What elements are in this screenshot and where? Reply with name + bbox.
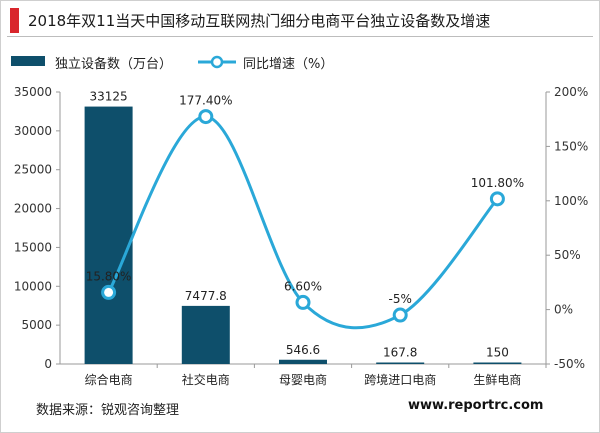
title-accent-bar	[10, 8, 19, 33]
bar	[376, 362, 425, 364]
left-axis-tick-label: 25000	[14, 163, 52, 177]
legend-line-swatch	[198, 55, 236, 69]
right-axis-tick-label: 100%	[554, 194, 588, 208]
growth-point	[295, 294, 311, 310]
title-divider	[7, 36, 593, 37]
left-axis-tick-label: 20000	[14, 202, 52, 216]
bar-value-label: 150	[486, 346, 509, 360]
x-axis-tick-label: 母婴电商	[279, 372, 327, 387]
left-axis-tick-label: 35000	[14, 85, 52, 99]
bar-value-label: 546.6	[286, 343, 320, 357]
growth-value-label: 177.40%	[179, 94, 232, 108]
legend-bar-swatch	[11, 56, 45, 66]
bar	[279, 359, 327, 364]
bar-value-label: 7477.8	[185, 289, 227, 303]
growth-point	[392, 307, 408, 323]
growth-point	[198, 109, 214, 125]
left-axis-tick-label: 10000	[14, 279, 52, 293]
legend-bar-label: 独立设备数（万台）	[55, 57, 173, 72]
x-axis-tick-label: 生鲜电商	[473, 372, 521, 387]
left-axis-tick-label: 0	[44, 357, 52, 371]
right-axis-tick-label: 50%	[554, 248, 581, 262]
growth-point	[101, 284, 117, 300]
title-bar: 2018年双11当天中国移动互联网热门细分电商平台独立设备数及增速	[2, 3, 598, 37]
right-axis-tick-label: 0%	[554, 303, 573, 317]
growth-value-label: 101.80%	[471, 176, 524, 190]
bar	[181, 305, 230, 364]
right-axis-tick-label: 150%	[554, 139, 588, 153]
site-url: www.reportrc.com	[408, 398, 544, 413]
x-axis-tick-label: 社交电商	[182, 372, 230, 387]
bar	[473, 362, 522, 364]
x-axis-tick-label: 综合电商	[85, 372, 133, 387]
left-axis-tick-label: 15000	[14, 240, 52, 254]
bar-value-label: 33125	[90, 90, 128, 104]
legend-line-label: 同比增速（%）	[243, 57, 334, 72]
growth-point	[489, 191, 505, 207]
growth-value-label: 6.60%	[284, 279, 322, 293]
growth-value-label: 15.80%	[86, 269, 132, 283]
chart-title: 2018年双11当天中国移动互联网热门细分电商平台独立设备数及增速	[28, 12, 491, 30]
source-note: 数据来源：锐观咨询整理	[36, 403, 180, 418]
right-axis-tick-label: 200%	[554, 85, 588, 99]
left-axis-tick-label: 30000	[14, 124, 52, 138]
bar-value-label: 167.8	[383, 346, 417, 360]
left-axis-tick-label: 5000	[21, 318, 52, 332]
x-axis-tick-label: 跨境进口电商	[364, 372, 436, 387]
bar	[84, 106, 133, 365]
growth-line	[107, 115, 499, 330]
right-axis-tick-label: -50%	[554, 357, 585, 371]
growth-value-label: -5%	[389, 292, 412, 306]
